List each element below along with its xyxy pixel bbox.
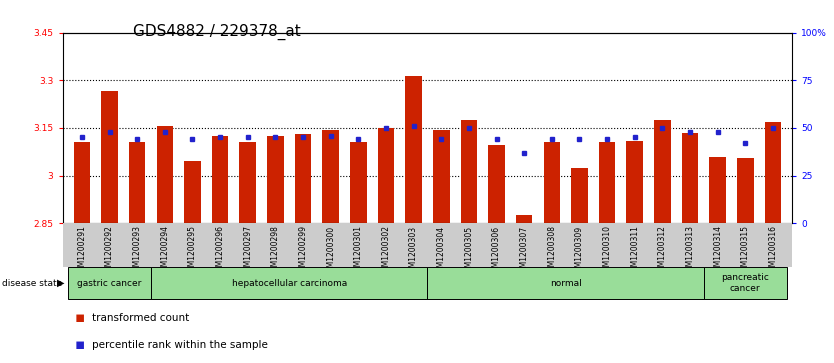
- Text: GSM1200308: GSM1200308: [547, 225, 556, 276]
- Bar: [350, 142, 367, 223]
- Bar: [323, 130, 339, 223]
- Text: GSM1200315: GSM1200315: [741, 225, 750, 276]
- Text: GDS4882 / 229378_at: GDS4882 / 229378_at: [133, 24, 301, 40]
- Text: GSM1200316: GSM1200316: [768, 225, 777, 276]
- Bar: [151, 267, 427, 299]
- Text: disease state: disease state: [2, 279, 62, 287]
- Bar: [516, 215, 532, 223]
- Text: GSM1200305: GSM1200305: [465, 225, 474, 277]
- Bar: [433, 130, 450, 223]
- Bar: [184, 161, 201, 223]
- Bar: [294, 134, 311, 223]
- Bar: [129, 142, 145, 223]
- Bar: [681, 133, 698, 223]
- Bar: [599, 142, 615, 223]
- Text: GSM1200313: GSM1200313: [686, 225, 695, 276]
- Bar: [239, 142, 256, 223]
- Text: GSM1200310: GSM1200310: [603, 225, 611, 276]
- Text: pancreatic
cancer: pancreatic cancer: [721, 273, 769, 293]
- Text: GSM1200311: GSM1200311: [631, 225, 639, 276]
- Text: GSM1200291: GSM1200291: [78, 225, 87, 276]
- Bar: [378, 128, 394, 223]
- Bar: [68, 267, 151, 299]
- Bar: [157, 126, 173, 223]
- Text: GSM1200294: GSM1200294: [160, 225, 169, 276]
- Bar: [427, 267, 704, 299]
- Text: GSM1200303: GSM1200303: [409, 225, 418, 277]
- Text: ▶: ▶: [57, 278, 64, 288]
- Text: GSM1200314: GSM1200314: [713, 225, 722, 276]
- Text: transformed count: transformed count: [92, 313, 189, 323]
- Bar: [267, 136, 284, 223]
- Text: GSM1200296: GSM1200296: [216, 225, 224, 276]
- Bar: [626, 141, 643, 223]
- Bar: [101, 91, 118, 223]
- Text: normal: normal: [550, 279, 581, 287]
- Bar: [73, 142, 90, 223]
- Text: ▪: ▪: [75, 337, 85, 352]
- Text: GSM1200307: GSM1200307: [520, 225, 529, 277]
- Text: GSM1200302: GSM1200302: [381, 225, 390, 276]
- Bar: [704, 267, 786, 299]
- Text: gastric cancer: gastric cancer: [78, 279, 142, 287]
- Text: percentile rank within the sample: percentile rank within the sample: [92, 340, 268, 350]
- Bar: [710, 156, 726, 223]
- Bar: [488, 146, 505, 223]
- Text: GSM1200304: GSM1200304: [437, 225, 445, 277]
- Text: GSM1200300: GSM1200300: [326, 225, 335, 277]
- Text: GSM1200293: GSM1200293: [133, 225, 142, 276]
- Text: ▪: ▪: [75, 310, 85, 325]
- Text: hepatocellular carcinoma: hepatocellular carcinoma: [232, 279, 347, 287]
- Text: GSM1200297: GSM1200297: [244, 225, 252, 276]
- Text: GSM1200299: GSM1200299: [299, 225, 308, 276]
- Bar: [460, 120, 477, 223]
- Text: GSM1200292: GSM1200292: [105, 225, 114, 276]
- Bar: [571, 168, 588, 223]
- Text: GSM1200301: GSM1200301: [354, 225, 363, 276]
- Bar: [405, 76, 422, 223]
- Text: GSM1200306: GSM1200306: [492, 225, 501, 277]
- Bar: [737, 158, 754, 223]
- Text: GSM1200298: GSM1200298: [271, 225, 280, 276]
- Bar: [765, 122, 781, 223]
- Bar: [544, 142, 560, 223]
- Text: GSM1200312: GSM1200312: [658, 225, 667, 276]
- Bar: [654, 120, 671, 223]
- Text: GSM1200295: GSM1200295: [188, 225, 197, 276]
- Bar: [212, 136, 229, 223]
- Text: GSM1200309: GSM1200309: [575, 225, 584, 277]
